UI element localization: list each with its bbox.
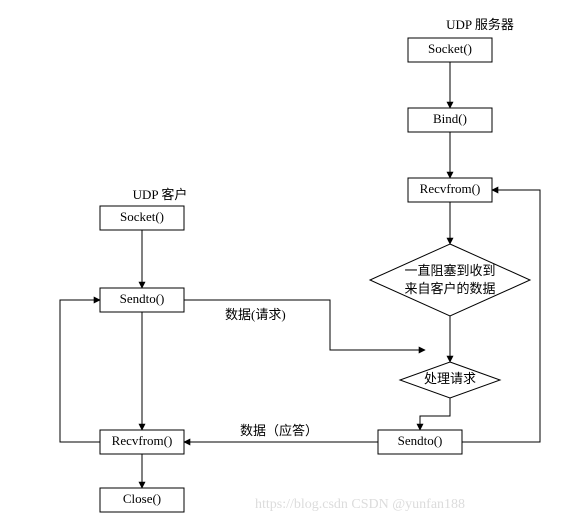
label-reply: 数据（应答） — [240, 423, 318, 438]
server-title: UDP 服务器 — [446, 17, 514, 32]
svg-text:处理请求: 处理请求 — [424, 371, 476, 386]
watermark-text: https://blog.csdn CSDN @yunfan188 — [255, 497, 465, 512]
node-diamond-block: 一直阻塞到收到 来自客户的数据 — [370, 244, 530, 316]
node-client-socket: Socket() — [100, 206, 184, 230]
svg-text:Sendto(): Sendto() — [398, 433, 443, 448]
edge-process-sendto — [420, 398, 450, 430]
svg-text:Socket(): Socket() — [428, 41, 472, 56]
edge-request — [184, 300, 425, 350]
edge-server-loop — [462, 190, 540, 442]
svg-text:Sendto(): Sendto() — [120, 291, 165, 306]
svg-text:Bind(): Bind() — [433, 111, 467, 126]
svg-text:一直阻塞到收到: 一直阻塞到收到 — [404, 263, 495, 278]
svg-text:Socket(): Socket() — [120, 209, 164, 224]
svg-text:Recvfrom(): Recvfrom() — [420, 181, 481, 196]
node-server-bind: Bind() — [408, 108, 492, 132]
node-server-socket: Socket() — [408, 38, 492, 62]
svg-text:Recvfrom(): Recvfrom() — [112, 433, 173, 448]
client-title: UDP 客户 — [133, 187, 188, 202]
node-diamond-process: 处理请求 — [400, 362, 500, 398]
edge-client-loop — [60, 300, 100, 442]
node-server-sendto: Sendto() — [378, 430, 462, 454]
node-client-sendto: Sendto() — [100, 288, 184, 312]
node-client-recvfrom: Recvfrom() — [100, 430, 184, 454]
label-request: 数据(请求) — [225, 307, 286, 322]
svg-text:来自客户的数据: 来自客户的数据 — [404, 281, 495, 296]
node-server-recvfrom: Recvfrom() — [408, 178, 492, 202]
node-client-close: Close() — [100, 488, 184, 512]
svg-text:Close(): Close() — [123, 491, 161, 506]
